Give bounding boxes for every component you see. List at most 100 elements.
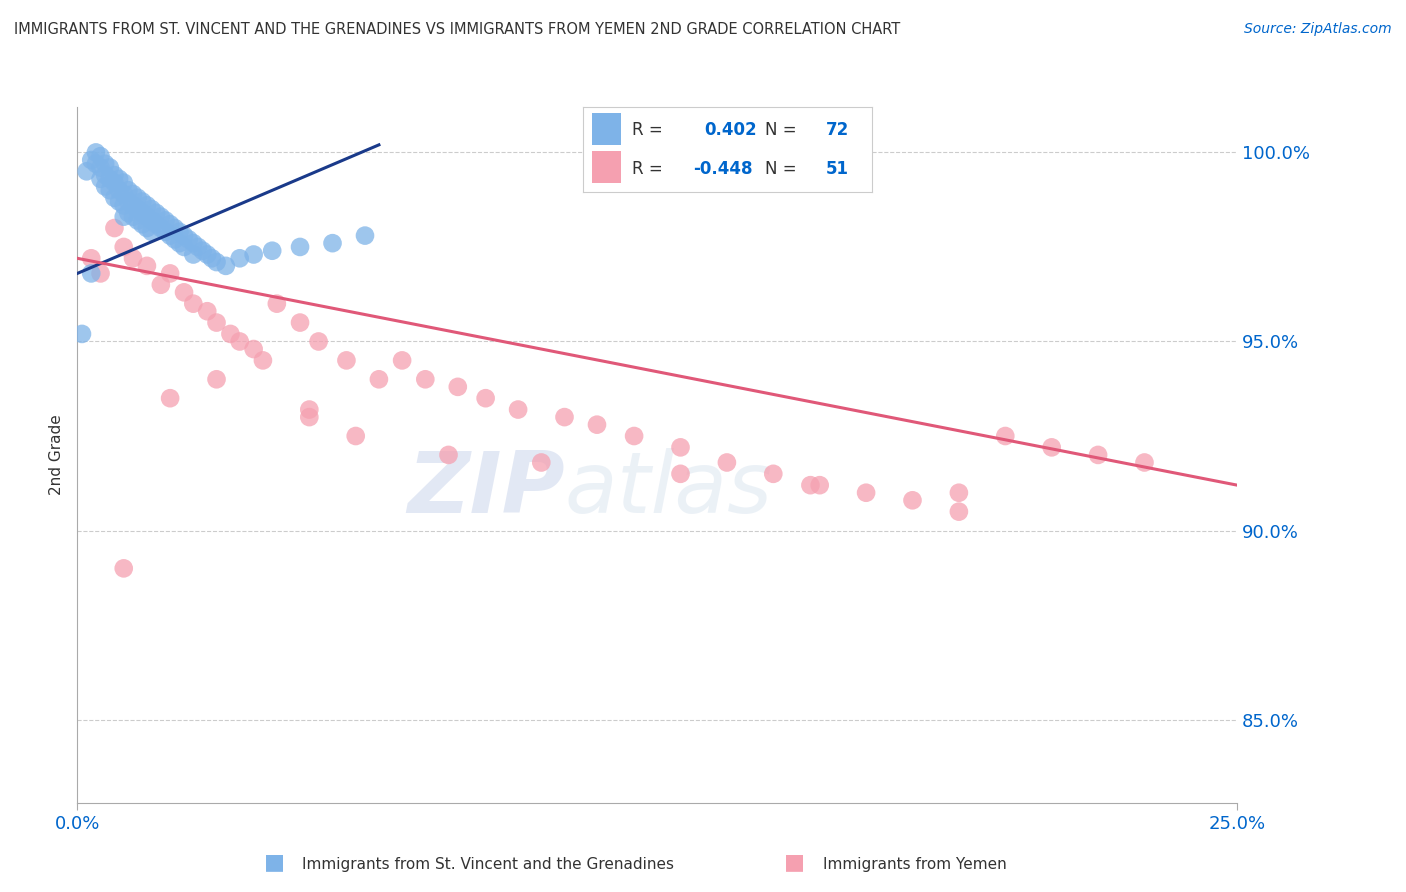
Point (201, 252, 224, 266)
Point (103, 221, 125, 235)
Point (131, 206, 153, 220)
Point (112, 240, 135, 254)
Point (117, 194, 139, 209)
Text: R =: R = (633, 121, 668, 139)
Point (169, 225, 191, 239)
Point (173, 228, 195, 243)
Text: 72: 72 (825, 121, 849, 139)
Point (205, 255, 228, 269)
Point (266, 296, 288, 310)
Point (219, 326, 242, 341)
Point (155, 213, 177, 227)
Point (131, 194, 153, 209)
Point (354, 228, 377, 243)
Point (135, 198, 157, 212)
Point (1087, 448, 1109, 462)
Point (112, 210, 135, 224)
Point (183, 296, 205, 310)
Text: Immigrants from St. Vincent and the Grenadines: Immigrants from St. Vincent and the Gren… (302, 857, 675, 872)
Point (669, 441, 692, 455)
Point (288, 240, 311, 254)
Text: ZIP: ZIP (406, 448, 565, 532)
Point (70, 326, 93, 341)
Point (163, 221, 186, 235)
Point (252, 353, 274, 368)
Point (586, 417, 609, 432)
Point (94, 157, 117, 171)
Text: 0.402: 0.402 (704, 121, 758, 139)
Text: N =: N = (765, 121, 801, 139)
Point (108, 172, 131, 186)
Point (808, 478, 831, 492)
Y-axis label: 2nd Grade: 2nd Grade (49, 415, 65, 495)
Point (391, 353, 413, 368)
Point (135, 221, 157, 235)
Point (855, 485, 877, 500)
Point (94, 168, 117, 182)
Point (437, 448, 460, 462)
Text: IMMIGRANTS FROM ST. VINCENT AND THE GRENADINES VS IMMIGRANTS FROM YEMEN 2ND GRAD: IMMIGRANTS FROM ST. VINCENT AND THE GREN… (14, 22, 900, 37)
Point (948, 505, 970, 519)
Point (159, 391, 181, 405)
Point (163, 232, 186, 246)
Point (98, 183, 121, 197)
Point (135, 259, 157, 273)
Point (173, 240, 195, 254)
Point (173, 285, 195, 300)
Point (799, 478, 821, 492)
Point (623, 429, 645, 443)
Point (94, 179, 117, 194)
Point (215, 259, 238, 273)
Point (242, 342, 264, 356)
Text: N =: N = (765, 160, 801, 178)
Point (159, 267, 181, 281)
Point (145, 206, 167, 220)
Point (669, 467, 692, 481)
Point (149, 210, 172, 224)
Point (80, 153, 103, 167)
Text: Immigrants from Yemen: Immigrants from Yemen (823, 857, 1007, 872)
Point (145, 217, 167, 231)
Point (141, 225, 163, 239)
Point (84, 145, 107, 160)
Point (103, 191, 125, 205)
Point (195, 304, 218, 318)
Point (117, 206, 139, 220)
Point (127, 202, 149, 216)
Text: 51: 51 (825, 160, 849, 178)
Point (195, 247, 218, 261)
Point (413, 372, 436, 386)
Point (344, 429, 367, 443)
Point (205, 316, 228, 330)
Point (122, 252, 145, 266)
Point (716, 455, 738, 469)
Point (149, 277, 172, 292)
Point (447, 380, 470, 394)
Point (112, 186, 135, 201)
Text: ■: ■ (785, 853, 804, 872)
Bar (592, 151, 621, 183)
Point (298, 410, 321, 425)
Point (228, 252, 252, 266)
Point (90, 172, 111, 186)
Point (98, 172, 121, 186)
Point (242, 247, 264, 261)
Point (80, 252, 103, 266)
Point (112, 176, 135, 190)
Bar (592, 113, 621, 145)
Point (308, 334, 330, 349)
Point (122, 186, 145, 201)
Point (530, 455, 553, 469)
Point (474, 391, 496, 405)
Point (262, 244, 284, 258)
Point (183, 247, 205, 261)
Point (159, 217, 181, 231)
Point (103, 168, 125, 182)
Point (76, 164, 98, 178)
Point (80, 267, 103, 281)
Point (141, 202, 163, 216)
Point (506, 402, 529, 417)
Point (901, 493, 924, 508)
Point (135, 210, 157, 224)
Point (183, 236, 205, 251)
